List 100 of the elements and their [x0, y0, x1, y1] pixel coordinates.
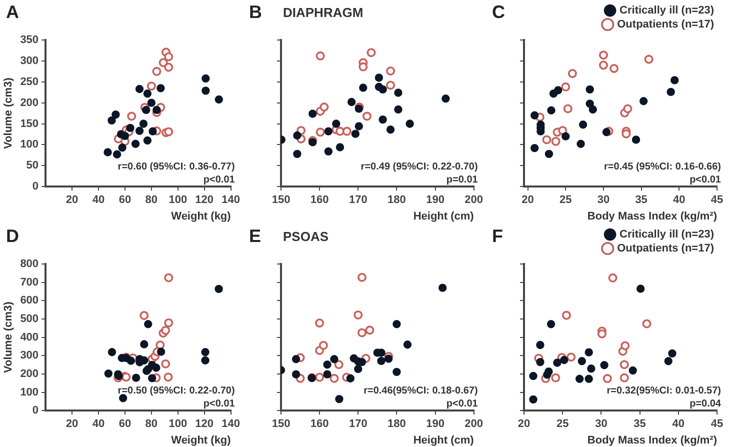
annotation: p<0.01 [203, 398, 236, 410]
point [628, 366, 637, 375]
y-axis-title: Volume (cm3) [2, 301, 15, 373]
point [588, 105, 597, 114]
x-tick-label: 100 [168, 418, 188, 430]
point [156, 348, 166, 356]
point [392, 320, 401, 328]
x-axis-title: Weight (kg) [171, 434, 232, 446]
point [562, 132, 570, 140]
point [622, 129, 631, 138]
point [576, 140, 585, 148]
point [142, 106, 150, 114]
point [112, 150, 122, 158]
point [164, 273, 174, 282]
x-tick-label: 160 [310, 418, 329, 430]
point [119, 394, 128, 402]
point [323, 360, 332, 369]
point [639, 97, 648, 106]
point [164, 127, 174, 136]
x-tick-label: 20 [66, 418, 78, 430]
point [578, 357, 586, 366]
y-tick-label: 300 [20, 350, 39, 362]
point [346, 374, 355, 382]
point [551, 373, 560, 382]
point [378, 85, 387, 94]
point [529, 372, 538, 380]
point [568, 69, 577, 78]
point [386, 126, 395, 134]
y-tick-label: 250 [20, 76, 39, 88]
point [668, 349, 676, 358]
point [330, 374, 339, 383]
y-tick-label: 700 [20, 276, 39, 288]
x-tick-label: 120 [195, 194, 214, 206]
point [536, 340, 544, 350]
point [347, 98, 356, 106]
point [354, 122, 363, 130]
annotation: r=0.60 (95%CI: 0.36-0.77) [118, 161, 235, 172]
point [104, 369, 113, 378]
point [544, 367, 553, 376]
point [152, 106, 161, 114]
x-tick-label: 80 [145, 418, 158, 430]
y-tick-label: 800 [20, 258, 39, 270]
point [118, 144, 126, 152]
point [554, 86, 562, 94]
x-tick-label: 190 [426, 194, 444, 206]
point [354, 310, 363, 320]
point [394, 105, 402, 114]
point [586, 85, 594, 94]
x-tick-label: 40 [92, 418, 105, 430]
point [202, 74, 210, 83]
point [636, 284, 645, 293]
point [598, 60, 608, 70]
point [315, 372, 324, 382]
annotation: r=0.46(95%CI: 0.18-0.67) [364, 385, 478, 396]
x-tick-label: 200 [464, 418, 484, 430]
point [201, 356, 210, 364]
point [104, 148, 112, 156]
point [374, 74, 384, 82]
point [602, 128, 611, 136]
point [330, 355, 338, 364]
point [586, 100, 594, 108]
chart-title: B [249, 2, 262, 23]
point [546, 320, 556, 328]
point [377, 356, 386, 366]
point [351, 130, 360, 138]
annotation: p<0.01 [203, 174, 236, 186]
x-tick-label: 120 [195, 418, 214, 430]
annotation: r=0.32(95%CI: 0.01-0.57) [606, 385, 721, 396]
chart-title: A [6, 2, 19, 23]
point [358, 62, 368, 72]
x-tick-label: 20 [522, 194, 534, 206]
point [584, 374, 593, 383]
x-tick-label: 80 [145, 194, 158, 206]
point [131, 140, 140, 148]
x-tick-label: 60 [118, 418, 132, 430]
annotation: p=0.04 [690, 398, 722, 410]
point [584, 348, 593, 356]
point [315, 318, 324, 328]
x-axis-title: Body Mass Index (kg/m²) [587, 210, 718, 222]
x-tick-label: 200 [464, 194, 484, 206]
point [553, 358, 562, 367]
point [530, 144, 539, 152]
point [323, 370, 332, 378]
point [357, 328, 366, 338]
point [143, 90, 152, 98]
point [666, 88, 675, 96]
point [597, 329, 606, 338]
point [384, 354, 393, 363]
point [161, 326, 170, 335]
point [152, 66, 162, 76]
chart-subtitle: PSOAS [283, 229, 329, 244]
x-tick-label: 160 [310, 194, 329, 206]
point [108, 116, 116, 125]
point [610, 64, 619, 73]
point [608, 273, 618, 282]
annotation: p=0.01 [446, 174, 478, 186]
point [146, 82, 156, 91]
point [536, 358, 544, 366]
point [620, 360, 629, 370]
point [164, 62, 174, 72]
